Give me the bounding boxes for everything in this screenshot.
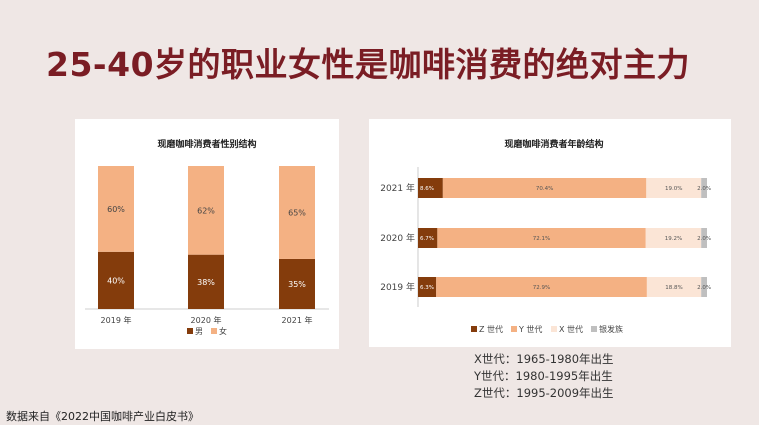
gender-x-tick: 2020 年 bbox=[191, 315, 222, 325]
age-bar-segment-1-0 bbox=[442, 178, 647, 198]
age-bar-segment-2-0 bbox=[646, 178, 702, 198]
gender-bar-label: 65% bbox=[288, 208, 306, 217]
gender-bar-label: 40% bbox=[107, 276, 125, 285]
gender-legend-swatch-1 bbox=[211, 328, 217, 334]
age-y-tick: 2019 年 bbox=[380, 281, 415, 293]
gender-bar-male-0 bbox=[98, 251, 134, 309]
age-y-tick: 2020 年 bbox=[380, 232, 415, 244]
age-bar-segment-0-0 bbox=[418, 178, 443, 198]
age-legend-swatch-0 bbox=[471, 326, 477, 332]
age-bar-segment-0-1 bbox=[418, 228, 438, 248]
age-bar-label: 19.0% bbox=[665, 186, 682, 192]
gender-chart: 现磨咖啡消费者性别结构 40% 60% 2019 年 38% 62% 2020 年 35% 65… bbox=[85, 138, 329, 336]
gender-bar-label: 35% bbox=[288, 280, 306, 289]
age-bar-label: 72.9% bbox=[533, 285, 550, 291]
age-legend-swatch-1 bbox=[511, 326, 517, 332]
gender-bar-male-1 bbox=[188, 254, 224, 309]
age-bar-label: 6.3% bbox=[420, 285, 434, 291]
age-bar-segment-1-2 bbox=[436, 277, 647, 297]
gender-chart-panel: 现磨咖啡消费者性别结构 40% 60% 2019 年 38% 62% 2020 年 35% 65… bbox=[75, 119, 339, 349]
age-legend-label: Z 世代 bbox=[479, 324, 503, 334]
gender-x-tick: 2019 年 bbox=[101, 315, 132, 325]
gender-bar-male-2 bbox=[279, 258, 315, 309]
gender-legend-label: 男 bbox=[195, 327, 203, 336]
age-bar-label: 6.7% bbox=[420, 236, 434, 242]
age-legend-label: X 世代 bbox=[559, 324, 583, 334]
gender-bar-label: 38% bbox=[197, 278, 215, 287]
age-bar-label: 19.2% bbox=[665, 236, 682, 242]
gender-bar-label: 60% bbox=[107, 205, 125, 214]
age-bar-label: 2.0% bbox=[697, 285, 711, 291]
age-bar-label: 18.8% bbox=[665, 285, 682, 291]
age-bar-label: 8.6% bbox=[420, 186, 434, 192]
age-bar-segment-3-1 bbox=[701, 228, 707, 248]
data-source: 数据来自《2022中国咖啡产业白皮书》 bbox=[6, 410, 199, 423]
age-bar-segment-2-1 bbox=[645, 228, 702, 248]
age-bar-segment-3-2 bbox=[701, 277, 707, 297]
age-legend-swatch-2 bbox=[551, 326, 557, 332]
gender-bar-label: 62% bbox=[197, 206, 215, 215]
age-bar-label: 72.1% bbox=[533, 236, 550, 242]
gender-bar-female-1 bbox=[188, 166, 224, 255]
age-bar-label: 2.0% bbox=[697, 236, 711, 242]
gender-chart-title: 现磨咖啡消费者性别结构 bbox=[157, 138, 256, 150]
gender-bar-female-0 bbox=[98, 166, 134, 252]
age-bar-segment-2-2 bbox=[646, 277, 702, 297]
age-bar-segment-1-1 bbox=[437, 228, 646, 248]
age-bar-label: 2.0% bbox=[697, 186, 711, 192]
age-chart-panel: 现磨咖啡消费者年龄结构 2021 年 8.6% 70.4% 19.0% 2.0% 2020 … bbox=[369, 119, 731, 347]
note-x-generation: X世代：1965-1980年出生 bbox=[474, 352, 614, 366]
age-legend-label: Y 世代 bbox=[518, 324, 542, 334]
age-bar-segment-3-0 bbox=[701, 178, 707, 198]
age-bar-segment-0-2 bbox=[418, 277, 437, 297]
gender-legend-swatch-0 bbox=[187, 328, 193, 334]
note-z-generation: Z世代：1995-2009年出生 bbox=[474, 386, 614, 400]
page-title: 25-40岁的职业女性是咖啡消费的绝对主力 bbox=[46, 45, 691, 84]
age-legend-swatch-3 bbox=[591, 326, 597, 332]
note-y-generation: Y世代：1980-1995年出生 bbox=[474, 369, 613, 383]
age-legend-label: 银发族 bbox=[599, 324, 623, 334]
gender-legend-label: 女 bbox=[219, 326, 227, 336]
age-chart-title: 现磨咖啡消费者年龄结构 bbox=[504, 138, 603, 150]
generation-notes: X世代：1965-1980年出生 Y世代：1980-1995年出生 Z世代：19… bbox=[474, 351, 614, 402]
gender-x-tick: 2021 年 bbox=[282, 315, 313, 325]
age-y-tick: 2021 年 bbox=[380, 182, 415, 194]
gender-bar-female-2 bbox=[279, 166, 315, 259]
age-chart: 现磨咖啡消费者年龄结构 2021 年 8.6% 70.4% 19.0% 2.0% 2020 … bbox=[380, 138, 711, 334]
age-bar-label: 70.4% bbox=[536, 186, 553, 192]
